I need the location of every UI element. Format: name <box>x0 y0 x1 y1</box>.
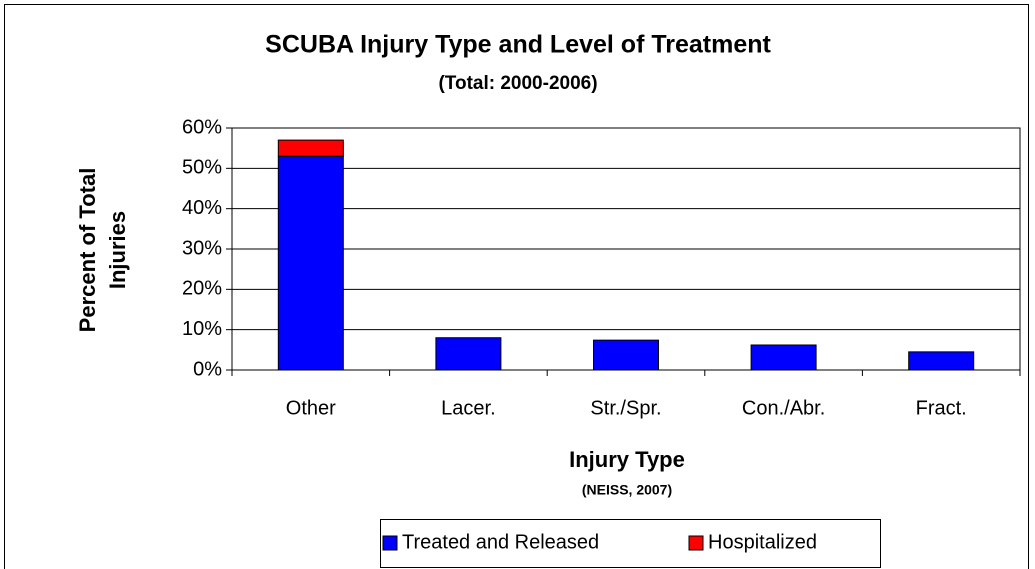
y-tick-label: 20% <box>182 278 222 300</box>
legend-label: Treated and Released <box>402 531 599 553</box>
x-tick-label: Other <box>286 397 336 419</box>
legend-box <box>380 519 881 568</box>
bar-segment <box>277 139 344 157</box>
y-tick-label: 10% <box>182 318 222 340</box>
x-tick-label: Fract. <box>916 397 967 419</box>
x-tick-label: Str./Spr. <box>590 397 661 419</box>
bar-segment <box>435 337 502 371</box>
x-axis-subtitle: (NEISS, 2007) <box>582 482 672 498</box>
chart-subtitle: (Total: 2000-2006) <box>438 73 597 94</box>
y-tick-label: 40% <box>182 197 222 219</box>
legend-swatch <box>382 535 398 551</box>
y-axis-title: Percent of Total <box>75 168 100 333</box>
x-axis-title: Injury Type <box>569 447 685 472</box>
legend-swatch <box>688 535 704 551</box>
legend-label: Hospitalized <box>708 531 817 553</box>
y-tick-label: 30% <box>182 237 222 259</box>
bar-segment <box>277 155 344 371</box>
y-tick-label: 50% <box>182 157 222 179</box>
y-axis-title: Injuries <box>105 211 130 289</box>
bar-segment <box>750 344 817 371</box>
bar-segment <box>593 339 659 371</box>
chart-title: SCUBA Injury Type and Level of Treatment <box>265 31 771 59</box>
x-tick-label: Con./Abr. <box>742 397 825 419</box>
x-tick-label: Lacer. <box>441 397 495 419</box>
bar-segment <box>908 351 975 371</box>
y-tick-label: 0% <box>193 358 222 380</box>
y-tick-label: 60% <box>182 116 222 138</box>
